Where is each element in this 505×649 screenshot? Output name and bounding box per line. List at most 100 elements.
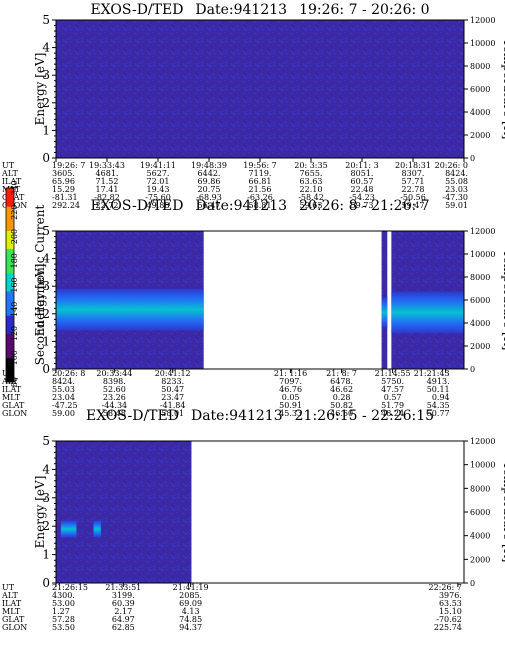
ephemeris-value: 47.57 <box>381 385 404 394</box>
ephemeris-value: 59.73 <box>351 201 374 210</box>
ephemeris-value: 65.96 <box>52 177 75 186</box>
ephemeris-value: 57.28 <box>52 615 75 624</box>
ephemeris-value: 20:26: 8 <box>52 369 85 378</box>
ephemeris-value: 19.43 <box>147 185 170 194</box>
colorbar-cell <box>6 266 14 274</box>
ephemeris-row-label: MLT <box>2 607 21 616</box>
ephemeris-value: 50.77 <box>427 409 450 418</box>
ephemeris-value: 50.47 <box>161 385 184 394</box>
y-tick-label: 4 <box>42 462 50 476</box>
ephemeris-value: -47.30 <box>442 193 468 202</box>
ephemeris-value: 59.63 <box>300 201 323 210</box>
ephemeris-value: 0.28 <box>333 393 351 402</box>
ephemeris-row-label: UT <box>2 161 15 170</box>
ephemeris-value: 19:56: 7 <box>243 161 276 170</box>
ephemeris-value: 52.60 <box>103 385 126 394</box>
time-range: 19:26: 7 - 20:26: 0 <box>299 2 429 18</box>
ephemeris-row-label: MLT <box>2 393 21 402</box>
colorbar-cell <box>6 369 14 377</box>
colorbar-cell <box>6 375 14 383</box>
ephemeris-value: 48.24 <box>381 409 404 418</box>
ephemeris-value: 21:14:55 <box>375 369 411 378</box>
ephemeris-row-label: ALT <box>1 169 18 178</box>
colorbar-cell <box>6 285 14 292</box>
ephemeris-value: 59.00 <box>52 409 75 418</box>
ephemeris-value: 74.85 <box>179 615 202 624</box>
data-segment <box>56 20 464 158</box>
y2-axis-label: Temperature [K] <box>501 39 505 140</box>
colorbar-cell <box>6 303 14 310</box>
ephemeris-value: 7097. <box>279 377 302 386</box>
flux-band <box>391 291 464 334</box>
ephemeris-value: 53.00 <box>52 599 75 608</box>
y2-axis-label: Temperature [K] <box>501 462 505 563</box>
y2-tick-label: 12000 <box>470 16 495 25</box>
colorbar-cell <box>6 242 14 250</box>
ephemeris-row-label: UT <box>2 583 15 592</box>
colorbar-frame <box>5 187 15 383</box>
ephemeris-value: 45.33 <box>279 409 302 418</box>
ephemeris-value: 2085. <box>179 591 202 600</box>
ephemeris-value: 63.63 <box>300 177 323 186</box>
instrument-title: EXOS-D/TED <box>90 198 183 214</box>
ephemeris-value: 20:41:12 <box>155 369 191 378</box>
ephemeris-value: 21.56 <box>249 185 272 194</box>
y-axis-label: Energy [eV] <box>33 476 47 549</box>
ephemeris-value: 57.71 <box>402 177 425 186</box>
y-tick-label: 3 <box>42 279 50 293</box>
ephemeris-value: 0.94 <box>432 393 450 402</box>
ephemeris-value: 2.17 <box>114 607 132 616</box>
ephemeris-value: 8051. <box>351 169 374 178</box>
ephemeris-value: 71.52 <box>96 177 119 186</box>
ephemeris-value: 69.86 <box>198 177 221 186</box>
colorbar-cell <box>6 291 14 298</box>
colorbar-cell <box>6 212 14 219</box>
flux-band <box>381 297 388 328</box>
ephemeris-value: -41.84 <box>160 401 186 410</box>
panel-3: EXOS-D/TED Date:941213 21:26:15 - 22:26:15… <box>1 408 505 632</box>
y-tick-label: 2 <box>42 96 50 110</box>
date-label: Date:941213 <box>195 198 287 214</box>
date-label: Date:941213 <box>191 408 283 424</box>
ephemeris-value: 50.11 <box>427 385 450 394</box>
ephemeris-value: 69.09 <box>179 599 202 608</box>
colorbar-cell <box>6 260 14 268</box>
flux-band <box>93 520 101 538</box>
ephemeris-value: 53.50 <box>52 623 75 632</box>
y2-tick-label: 6000 <box>470 508 490 517</box>
y2-tick-label: 2000 <box>470 131 490 140</box>
colorbar-cell <box>6 333 14 341</box>
ephemeris-value: 0.05 <box>282 393 300 402</box>
colorbar-tick-label: 200 <box>10 229 19 244</box>
y-axis-label: Energy [eV] <box>33 53 47 126</box>
colorbar-cell <box>6 248 14 256</box>
ephemeris-value: 49.88 <box>147 201 170 210</box>
y2-tick-label: 4000 <box>470 108 490 117</box>
y2-axis-label: Temperature [K] <box>501 250 505 351</box>
y-tick-label: 5 <box>42 13 50 27</box>
ephemeris-value: 4913. <box>427 377 450 386</box>
ephemeris-value: -50.56 <box>400 193 426 202</box>
ephemeris-value: 6442. <box>198 169 221 178</box>
ephemeris-value: 46.60 <box>330 409 353 418</box>
ephemeris-value: 8307. <box>402 169 425 178</box>
y2-tick-label: 8000 <box>470 62 490 71</box>
colorbar-cell <box>6 297 14 304</box>
ephemeris-value: -47.25 <box>52 401 78 410</box>
colorbar-tick-label: 100 <box>10 350 19 365</box>
flux-band <box>60 520 77 538</box>
ephemeris-value: 292.24 <box>52 201 80 210</box>
panel-title: EXOS-D/TED Date:941213 19:26: 7 - 20:26: 0 <box>90 2 429 18</box>
y2-tick-label: 2000 <box>470 342 490 351</box>
instrument-title: EXOS-D/TED <box>90 2 183 18</box>
y-tick-label: 1 <box>42 334 50 348</box>
ephemeris-value: 22.48 <box>351 185 374 194</box>
ephemeris-value: -58.42 <box>298 193 324 202</box>
ephemeris-value: 55.03 <box>52 385 75 394</box>
ephemeris-value: 3605. <box>52 169 75 178</box>
ephemeris-value: 15.10 <box>439 607 462 616</box>
colorbar-cell <box>6 218 14 225</box>
ephemeris-value: 72.01 <box>147 177 170 186</box>
colorbar-cell <box>6 206 14 213</box>
